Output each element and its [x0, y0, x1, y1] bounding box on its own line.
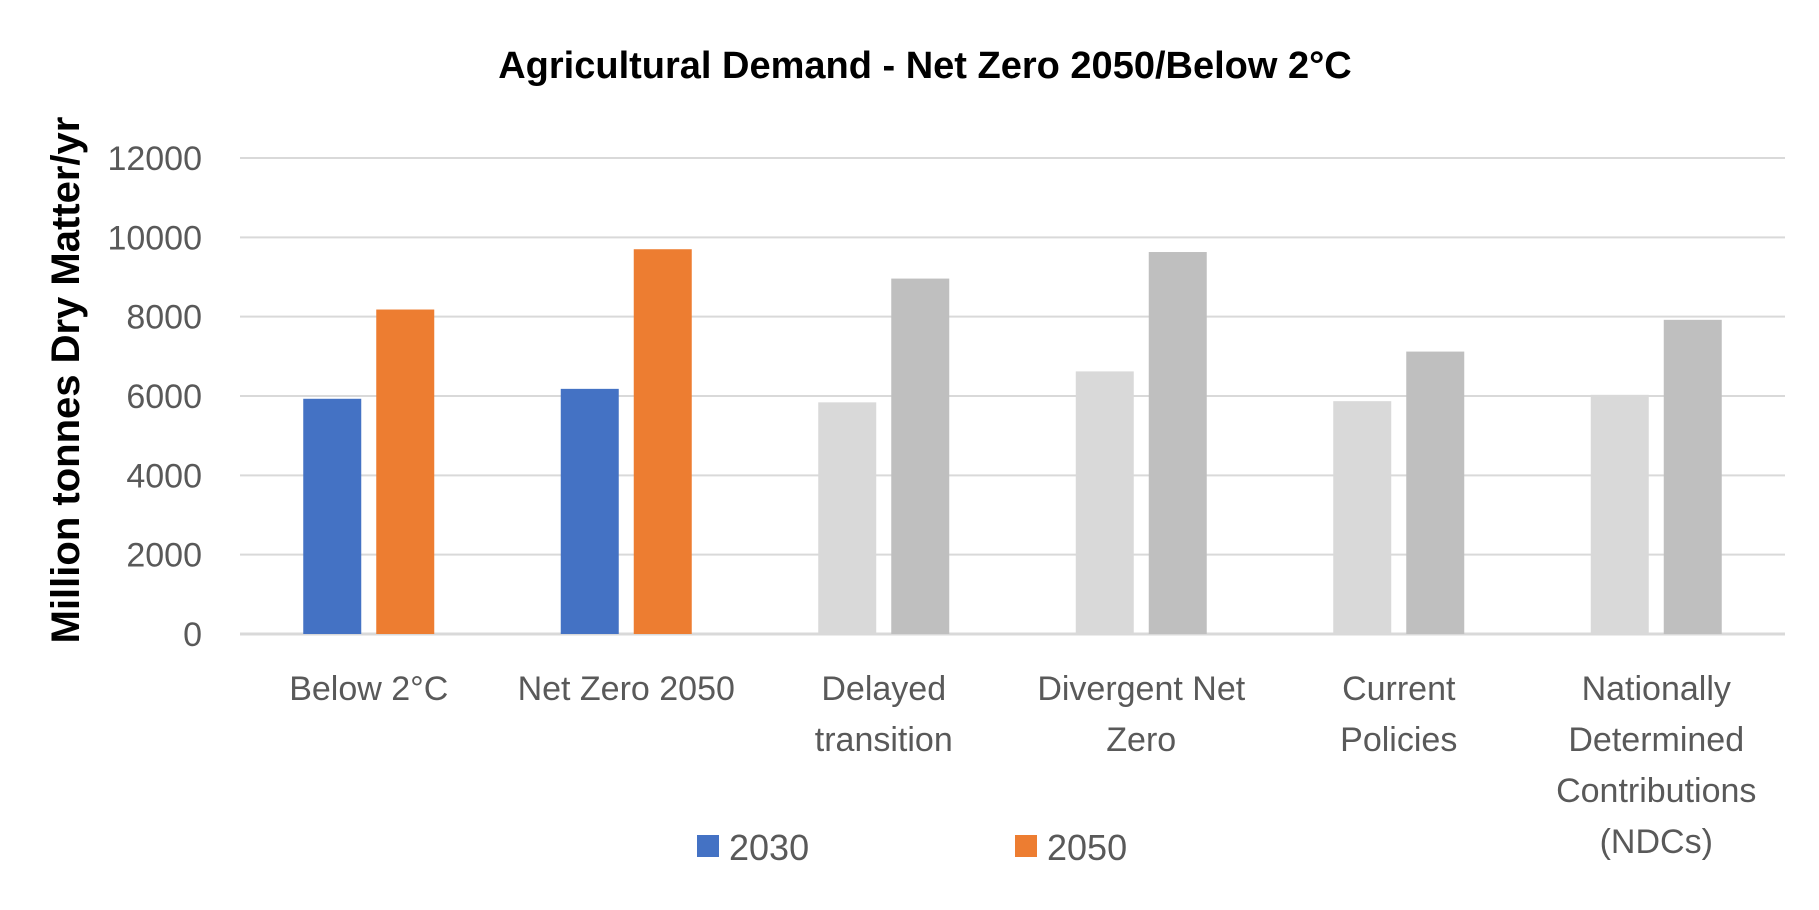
- x-category-label: Current Policies: [1340, 670, 1457, 759]
- bar-2050-0: [376, 309, 435, 634]
- bar-2030-3: [1075, 371, 1134, 634]
- bar-2030-1: [560, 388, 619, 634]
- bar-2050-3: [1148, 252, 1207, 634]
- legend-swatch-2050: [1015, 835, 1037, 857]
- chart-title: Agricultural Demand - Net Zero 2050/Belo…: [498, 45, 1352, 87]
- legend-label-2050: 2050: [1047, 827, 1127, 868]
- y-axis-label: Million tonnes Dry Matter/yr: [44, 117, 88, 644]
- y-tick-label: 0: [183, 616, 202, 654]
- bar-2030-2: [818, 402, 877, 634]
- x-axis-categories: Below 2°C Net Zero 2050 Delayed transition D…: [289, 670, 1756, 861]
- x-category-label: Divergent Net Zero: [1037, 670, 1245, 759]
- y-tick-label: 10000: [107, 219, 202, 257]
- y-tick-label: 8000: [126, 299, 202, 337]
- bar-2050-1: [633, 249, 692, 634]
- y-tick-label: 2000: [126, 537, 202, 575]
- x-category-label: Delayed transition: [815, 670, 953, 759]
- y-axis-ticks: 0 2000 4000 6000 8000 10000 12000: [107, 140, 202, 654]
- legend-label-2030: 2030: [729, 827, 809, 868]
- x-category-label: Below 2°C: [289, 670, 448, 708]
- bars: [303, 249, 1722, 634]
- gridlines: [240, 157, 1785, 636]
- x-category-label: Nationally Determined Contributions (NDCs): [1556, 670, 1756, 861]
- bar-2030-5: [1590, 394, 1649, 634]
- y-tick-label: 12000: [107, 140, 202, 178]
- y-tick-label: 4000: [126, 457, 202, 495]
- legend-swatch-2030: [697, 835, 719, 857]
- bar-2030-0: [303, 398, 362, 634]
- bar-2050-4: [1406, 351, 1465, 634]
- y-tick-label: 6000: [126, 378, 202, 416]
- x-category-label: Net Zero 2050: [518, 670, 735, 708]
- bar-2050-2: [891, 278, 950, 634]
- bar-2050-5: [1663, 319, 1722, 634]
- legend: 2030 2050: [697, 827, 1127, 868]
- bar-2030-4: [1333, 401, 1392, 634]
